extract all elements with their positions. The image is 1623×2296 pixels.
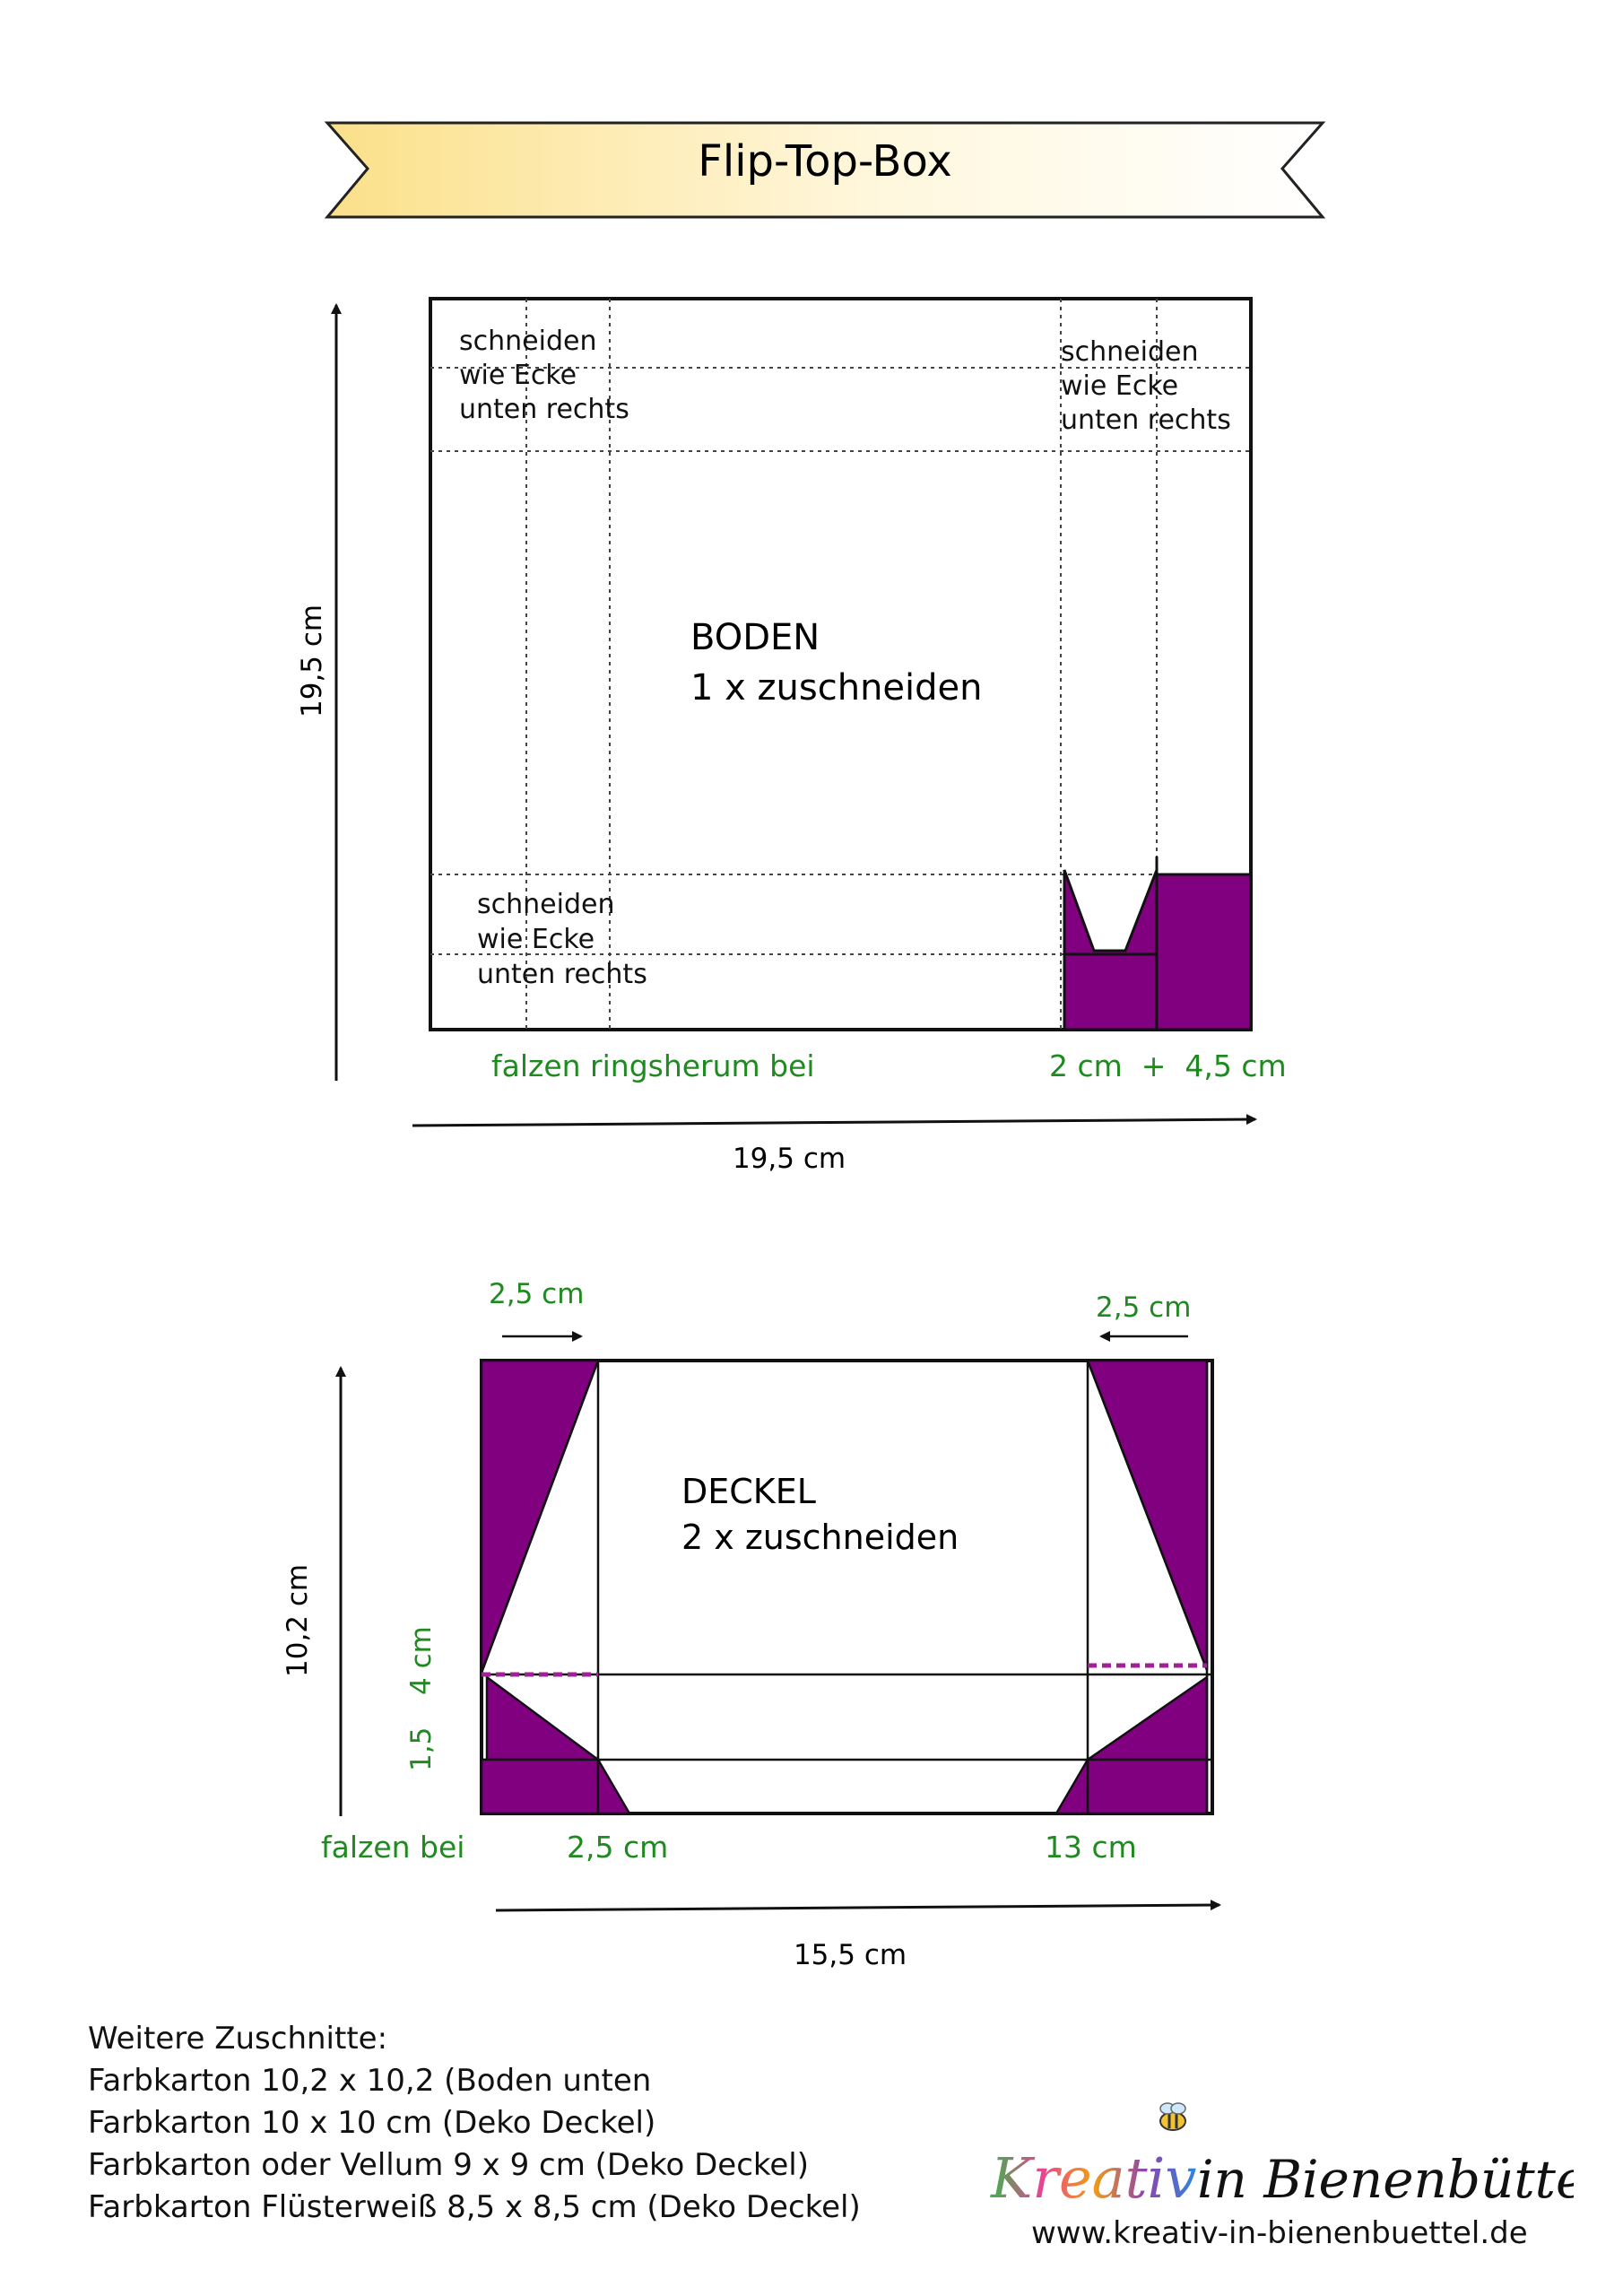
deckel-panel: DECKEL 2 x zuschneiden	[480, 1359, 1214, 1815]
additional-cuts: Weitere Zuschnitte: Farbkarton 10,2 x 10…	[88, 2018, 861, 2229]
deckel-side-4cm: 4 cm	[405, 1626, 438, 1695]
boden-subtitle: 1 x zuschneiden	[690, 667, 983, 709]
svg-text:in Bienenbüttel: in Bienenbüttel	[1197, 2149, 1574, 2210]
svg-text:2,5 cm: 2,5 cm	[489, 1278, 584, 1310]
deckel-subtitle: 2 x zuschneiden	[681, 1518, 959, 1557]
deckel-arrow-left: 2,5 cm	[489, 1278, 584, 1342]
boden-fold-values: 2 cm + 4,5 cm	[1049, 1048, 1287, 1083]
brand-logo: Kreativ in Bienenbüttel	[990, 2145, 1574, 2211]
svg-text:Kreativ: Kreativ	[990, 2145, 1196, 2211]
deckel-title: DECKEL	[681, 1472, 816, 1511]
boden-fold-lines	[430, 299, 1251, 1030]
boden-height-dimension: 19,5 cm	[296, 303, 342, 1081]
notes-item: Farbkarton Flüsterweiß 8,5 x 8,5 cm (Dek…	[88, 2189, 861, 2225]
svg-text:wie Ecke: wie Ecke	[1061, 370, 1178, 402]
deckel-height-dimension: 10,2 cm	[282, 1366, 346, 1816]
notes-heading: Weitere Zuschnitte:	[88, 2021, 388, 2057]
deckel-width-dimension: 15,5 cm	[495, 1900, 1221, 1971]
svg-text:wie Ecke: wie Ecke	[459, 360, 577, 391]
deckel-fold-label: falzen bei	[321, 1830, 464, 1865]
boden-width-dimension: 19,5 cm	[412, 1114, 1257, 1175]
deckel-arrow-right: 2,5 cm	[1096, 1292, 1191, 1342]
svg-text:wie Ecke: wie Ecke	[477, 924, 595, 955]
deckel-fold-value-1: 2,5 cm	[567, 1830, 668, 1865]
brand-url: www.kreativ-in-bienenbuettel.de	[1031, 2215, 1528, 2251]
svg-text:schneiden: schneiden	[477, 889, 614, 920]
boden-title: BODEN	[690, 617, 820, 658]
svg-text:19,5 cm: 19,5 cm	[733, 1143, 846, 1175]
svg-text:unten rechts: unten rechts	[459, 394, 629, 425]
notes-item: Farbkarton oder Vellum 9 x 9 cm (Deko De…	[88, 2147, 809, 2183]
boden-panel: schneiden wie Ecke unten rechts schneide…	[429, 297, 1253, 1031]
svg-text:unten rechts: unten rechts	[1061, 404, 1231, 436]
svg-text:schneiden: schneiden	[459, 326, 596, 357]
svg-text:schneiden: schneiden	[1061, 336, 1198, 368]
bee-icon	[1159, 2102, 1186, 2131]
notes-item: Farbkarton 10,2 x 10,2 (Boden unten	[88, 2063, 652, 2099]
svg-text:10,2 cm: 10,2 cm	[282, 1564, 314, 1677]
svg-text:unten rechts: unten rechts	[477, 959, 647, 990]
boden-cut-corner	[1063, 857, 1253, 1031]
boden-note-bottom-left: schneiden wie Ecke unten rechts	[477, 889, 647, 990]
deckel-fold-value-2: 13 cm	[1045, 1830, 1137, 1865]
boden-note-top-left: schneiden wie Ecke unten rechts	[459, 326, 629, 425]
title-banner: Flip-Top-Box	[324, 121, 1326, 219]
page-title: Flip-Top-Box	[698, 136, 952, 187]
svg-text:2,5 cm: 2,5 cm	[1096, 1292, 1191, 1324]
boden-fold-label: falzen ringsherum bei	[491, 1048, 815, 1083]
svg-text:19,5 cm: 19,5 cm	[296, 604, 328, 718]
svg-text:15,5 cm: 15,5 cm	[794, 1939, 907, 1971]
deckel-side-1-5: 1,5	[405, 1727, 438, 1771]
boden-note-top-right: schneiden wie Ecke unten rechts	[1061, 336, 1231, 436]
notes-item: Farbkarton 10 x 10 cm (Deko Deckel)	[88, 2105, 656, 2141]
